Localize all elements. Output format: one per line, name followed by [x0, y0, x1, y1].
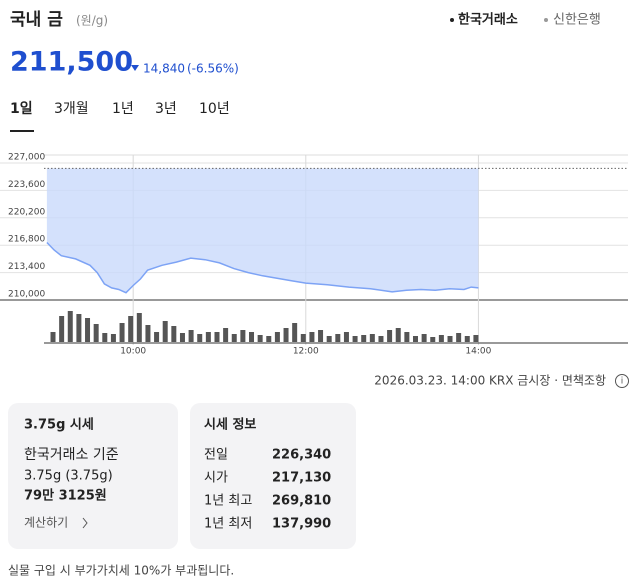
volume-bar: [249, 332, 255, 342]
volume-bar: [257, 335, 263, 342]
row-label: 1년 최저: [204, 517, 252, 532]
price-line: [46, 241, 479, 294]
chevron: [82, 517, 88, 529]
x-tick-label: 14:00: [465, 347, 491, 357]
card-basis: 한국거래소 기준: [24, 447, 119, 463]
volume-bar: [318, 330, 324, 342]
volume-bar: [335, 334, 341, 342]
card-title: 시세 정보: [204, 417, 256, 433]
volume-bar: [162, 321, 168, 342]
y-tick-label: 216,800: [8, 235, 45, 245]
volume-bar: [197, 334, 203, 342]
volume-bar: [154, 332, 160, 342]
volume-bar: [430, 337, 436, 342]
volume-bar: [326, 336, 332, 342]
volume-bar: [266, 336, 272, 342]
volume-bar: [378, 336, 384, 342]
volume-bar: [67, 311, 73, 342]
bullet: [544, 18, 548, 22]
card: [190, 403, 356, 549]
volume-bar: [85, 318, 91, 342]
volume-bar: [179, 333, 185, 342]
volume-bar: [76, 314, 82, 342]
unit: (원/g): [76, 14, 108, 28]
volume-bar: [438, 335, 444, 342]
x-tick-label: 10:00: [120, 347, 146, 357]
volume-bar: [412, 336, 418, 342]
volume-bar: [283, 328, 289, 342]
tab[interactable]: 3개월: [54, 101, 89, 117]
bullet: [450, 18, 454, 22]
y-tick-label: 223,600: [8, 180, 45, 190]
y-tick-label: 213,400: [8, 262, 45, 272]
volume-bar: [214, 332, 220, 342]
volume-bar: [395, 328, 401, 342]
volume-bar: [145, 325, 151, 342]
row-value: 226,340: [272, 448, 331, 463]
card: [8, 403, 178, 549]
y-tick-label: 220,200: [8, 207, 45, 217]
volume-bar: [102, 333, 108, 342]
volume-bar: [387, 330, 393, 342]
down-arrow: [131, 65, 139, 71]
volume-bar: [404, 332, 410, 342]
x-tick-label: 12:00: [293, 347, 319, 357]
volume-bar: [171, 326, 177, 342]
info-icon[interactable]: [615, 374, 629, 388]
tab[interactable]: 3년: [155, 101, 177, 117]
volume-bar: [464, 336, 470, 342]
source-active[interactable]: 한국거래소: [458, 12, 518, 28]
volume-bar: [352, 336, 358, 342]
volume-bar: [188, 330, 194, 342]
volume-bar: [231, 334, 237, 342]
tab[interactable]: 1년: [112, 101, 134, 117]
volume-bar: [361, 335, 367, 342]
volume-bar: [309, 332, 315, 342]
row-label: 1년 최고: [204, 494, 252, 509]
volume-bar: [128, 316, 134, 342]
volume-bar: [473, 335, 479, 342]
card-title: 3.75g 시세: [24, 418, 94, 433]
volume-bar: [119, 323, 125, 342]
y-tick-label: 227,000: [8, 153, 45, 163]
volume-bar: [223, 328, 229, 342]
volume-bar: [292, 323, 298, 342]
volume-bar: [447, 336, 453, 342]
price: 211,500: [10, 47, 133, 78]
volume-bar: [240, 330, 246, 342]
row-value: 137,990: [272, 517, 331, 532]
source-line: 2026.03.23. 14:00 KRX 금시장 · 면책조항: [374, 373, 606, 388]
volume-bar: [136, 313, 142, 342]
volume-bar: [421, 334, 427, 342]
calc-link[interactable]: 계산하기: [24, 516, 68, 530]
tab[interactable]: 10년: [199, 101, 230, 117]
row-label: 시가: [204, 471, 228, 486]
volume-bar: [110, 334, 116, 342]
y-tick-label: 210,000: [8, 290, 45, 300]
info-icon-i: i: [621, 377, 624, 387]
row-value: 217,130: [272, 471, 331, 486]
volume-bar: [300, 334, 306, 342]
title: 국내 금: [10, 10, 63, 30]
source[interactable]: 신한은행: [553, 12, 601, 28]
change-pct: (-6.56%): [187, 62, 239, 76]
volume-bar: [50, 332, 56, 342]
card-weight: 3.75g (3.75g): [24, 469, 113, 484]
area-fill: [46, 168, 479, 293]
volume-bar: [343, 332, 349, 342]
volume-bar: [205, 332, 211, 342]
volume-bar: [59, 316, 65, 342]
card-price: 79만 3125원: [24, 488, 107, 504]
change: 14,840: [143, 62, 185, 76]
row-label: 전일: [204, 448, 228, 463]
volume-bar: [274, 332, 280, 342]
volume-bar: [369, 334, 375, 342]
tab[interactable]: 1일: [10, 101, 33, 117]
volume-bar: [93, 324, 99, 342]
footer-note: 실물 구입 시 부가가치세 10%가 부과됩니다.: [8, 564, 234, 578]
row-value: 269,810: [272, 494, 331, 509]
volume-bar: [456, 333, 462, 342]
